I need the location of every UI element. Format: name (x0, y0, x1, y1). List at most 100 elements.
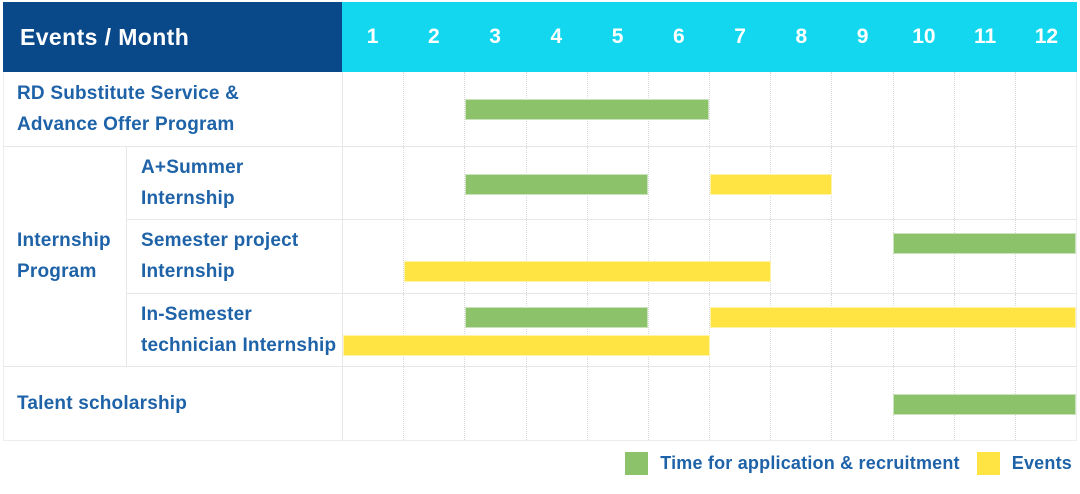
task-label-line: technician Internship (141, 335, 337, 357)
month-grid-cell (464, 220, 525, 293)
month-label: 11 (974, 25, 997, 48)
month-grid-cell (343, 367, 403, 440)
task-chart-row (342, 145, 1076, 220)
month-grid-cell (343, 72, 403, 146)
month-grid-cell (343, 147, 403, 220)
month-grid-cell (1014, 146, 1076, 220)
month-label: 5 (611, 25, 624, 48)
legend-swatch-event (976, 452, 1000, 475)
month-grid-cell (586, 293, 648, 367)
month-grid-cell (647, 220, 709, 293)
page-title: Events / Month (20, 23, 190, 50)
month-grid-cell (464, 72, 525, 146)
month-grid-cell (831, 367, 892, 440)
task-chart-row (342, 292, 1076, 367)
month-grid-cell (586, 367, 648, 440)
month-label: 6 (673, 25, 685, 48)
legend-item-application: Time for application & recruitment (625, 452, 960, 475)
task-label-line: A+Summer (141, 156, 244, 178)
month-label: 9 (856, 25, 869, 48)
gantt-bar-application (465, 173, 649, 195)
month-label: 10 (912, 25, 936, 48)
month-grid-cell (892, 146, 954, 220)
task-label-line: Internship (141, 261, 235, 283)
month-grid-cell (464, 293, 525, 367)
month-grid-cell (403, 367, 464, 440)
month-grid-cell (953, 220, 1015, 293)
task-label-line: Talent scholarship (17, 393, 188, 415)
month-label: 12 (1034, 25, 1059, 48)
task-label: RD Substitute Service & Advance Offer Pro… (4, 72, 342, 146)
month-grid-cell (953, 293, 1015, 367)
task-label-line: RD Substitute Service & (17, 82, 240, 104)
month-label: 4 (550, 25, 563, 48)
header-title-cell: Events / Month (3, 2, 342, 72)
month-grid-cell (403, 72, 464, 146)
month-grid-cell (953, 72, 1015, 146)
month-grid-cell (892, 293, 954, 367)
month-grid-cell (464, 367, 525, 440)
month-grid-cell (586, 220, 648, 293)
gantt-body: RD Substitute Service & Advance Offer Pro… (4, 72, 1076, 440)
schedule-table: Events / Month 1 2 3 4 5 6 7 8 9 10 11 12 RD Substi… (3, 2, 1077, 441)
task-label-line: In-Semester (141, 304, 252, 326)
group-label-line: Internship (17, 230, 111, 252)
month-grid-cell (525, 220, 587, 293)
task-label-line: Semester project (141, 230, 299, 252)
legend-label: Time for application & recruitment (660, 453, 960, 473)
month-grid-cell (647, 293, 709, 367)
legend-swatch-application (625, 452, 649, 475)
month-grid-cell (525, 293, 587, 367)
month-grid-cell (892, 220, 954, 293)
gantt-bar-event (404, 261, 771, 283)
month-grid-cell (892, 72, 954, 146)
month-grid-cell (770, 72, 831, 146)
month-label: 1 (366, 25, 379, 48)
task-label: Talent scholarship (4, 366, 342, 440)
gantt-bar-event (709, 173, 832, 195)
month-grid-cell (1014, 72, 1076, 146)
gantt-bar-event (343, 334, 710, 356)
month-grid-cell (343, 220, 403, 293)
month-grid-cell (1014, 293, 1076, 367)
legend-item-event: Events (976, 452, 1072, 475)
gantt-bar-application (465, 99, 710, 120)
task-label: Semester project Internship (126, 219, 342, 293)
month-grid-cell (831, 293, 892, 367)
gantt-bar-application (892, 233, 1076, 255)
gantt-bar-application (892, 394, 1076, 416)
month-grid-cell (831, 146, 892, 220)
month-header: 1 2 3 4 5 6 7 8 9 10 11 12 (342, 2, 1077, 72)
month-label: 3 (489, 25, 501, 48)
month-label: 8 (795, 25, 808, 48)
task-label-line: Advance Offer Program (17, 113, 235, 135)
month-grid-cell (525, 367, 587, 440)
month-label: 7 (734, 25, 746, 48)
month-grid-cell (647, 146, 709, 220)
month-grid-cell (831, 220, 892, 293)
month-grid-cell (647, 367, 709, 440)
task-chart-row (342, 72, 1076, 146)
month-grid-cell (709, 293, 770, 367)
task-chart-row (342, 366, 1076, 440)
month-grid-cell (709, 367, 770, 440)
gantt-bar-event (709, 306, 1076, 328)
month-grid-cell (464, 146, 525, 220)
task-chart-row (342, 219, 1076, 293)
month-grid-cell (953, 146, 1015, 220)
month-grid-cell (831, 72, 892, 146)
month-grid-cell (709, 72, 770, 146)
group-label-line: Program (17, 261, 97, 283)
month-grid-cell (403, 293, 464, 367)
legend-label: Events (1011, 453, 1072, 473)
month-grid-cell (770, 367, 831, 440)
task-label: A+Summer Internship (126, 145, 342, 220)
month-grid-cell (403, 220, 464, 293)
month-grid-cell (770, 293, 831, 367)
legend: Time for application & recruitment Events (625, 452, 1072, 475)
month-grid-cell (1014, 220, 1076, 293)
task-label: In-Semester technician Internship (126, 292, 342, 367)
table-header: Events / Month 1 2 3 4 5 6 7 8 9 10 11 12 (3, 2, 1077, 72)
group-label: Internship Program (4, 145, 126, 367)
